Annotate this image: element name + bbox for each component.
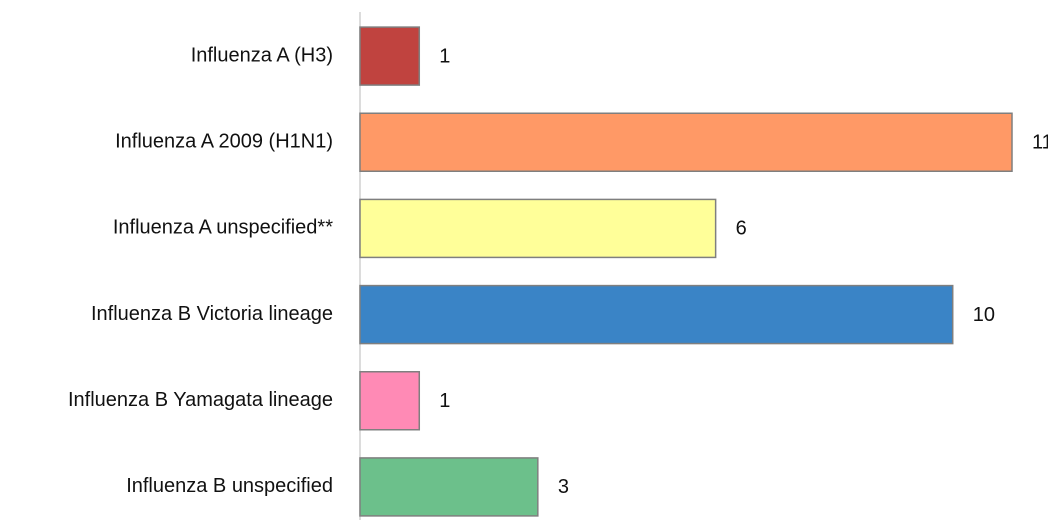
- data-label: 1: [439, 45, 450, 67]
- category-label: Influenza B unspecified: [126, 475, 333, 497]
- bar: [359, 26, 421, 86]
- data-label: 11: [1032, 132, 1048, 154]
- data-label: 10: [973, 304, 995, 326]
- bar: [359, 198, 717, 259]
- data-label: 1: [439, 390, 450, 412]
- bar: [359, 112, 1013, 172]
- bar: [359, 371, 421, 431]
- category-label: Influenza A (H3): [191, 44, 333, 66]
- data-label: 6: [736, 218, 747, 240]
- bar: [359, 284, 954, 345]
- category-label: Influenza B Victoria lineage: [91, 303, 333, 325]
- bar: [359, 457, 539, 517]
- category-label: Influenza A unspecified**: [113, 217, 333, 239]
- data-label: 3: [558, 476, 569, 498]
- category-label: Influenza A 2009 (H1N1): [115, 131, 333, 153]
- category-label: Influenza B Yamagata lineage: [68, 389, 333, 411]
